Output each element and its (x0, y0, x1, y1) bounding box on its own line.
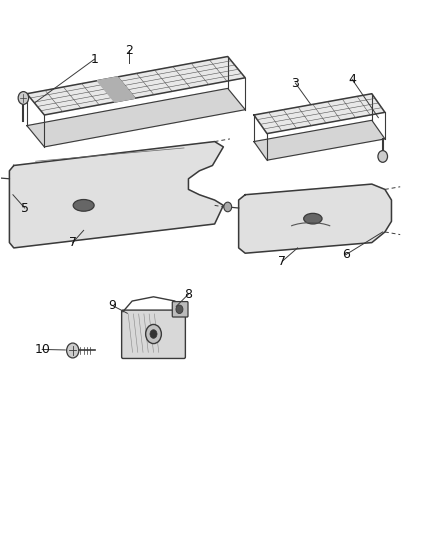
Text: 3: 3 (291, 77, 299, 90)
Circle shape (146, 325, 161, 344)
Text: 1: 1 (91, 53, 99, 66)
FancyBboxPatch shape (172, 302, 188, 317)
Polygon shape (254, 120, 385, 160)
Text: 4: 4 (348, 73, 356, 86)
Circle shape (150, 330, 157, 338)
Circle shape (224, 202, 232, 212)
Circle shape (378, 151, 388, 163)
Text: 7: 7 (69, 236, 77, 249)
Circle shape (67, 343, 79, 358)
Text: 7: 7 (278, 255, 286, 268)
Circle shape (18, 92, 28, 104)
Polygon shape (254, 94, 385, 134)
Text: 2: 2 (126, 44, 134, 56)
Ellipse shape (304, 213, 322, 224)
Polygon shape (97, 77, 135, 102)
Polygon shape (239, 184, 392, 253)
Polygon shape (27, 88, 245, 147)
Ellipse shape (73, 199, 94, 211)
Text: 5: 5 (21, 201, 29, 214)
Polygon shape (10, 142, 223, 248)
Text: 10: 10 (34, 343, 50, 356)
Text: 6: 6 (342, 248, 350, 261)
Text: 9: 9 (108, 299, 116, 312)
FancyBboxPatch shape (122, 310, 185, 359)
Text: 8: 8 (184, 288, 192, 301)
Circle shape (176, 305, 183, 313)
Polygon shape (27, 56, 245, 115)
